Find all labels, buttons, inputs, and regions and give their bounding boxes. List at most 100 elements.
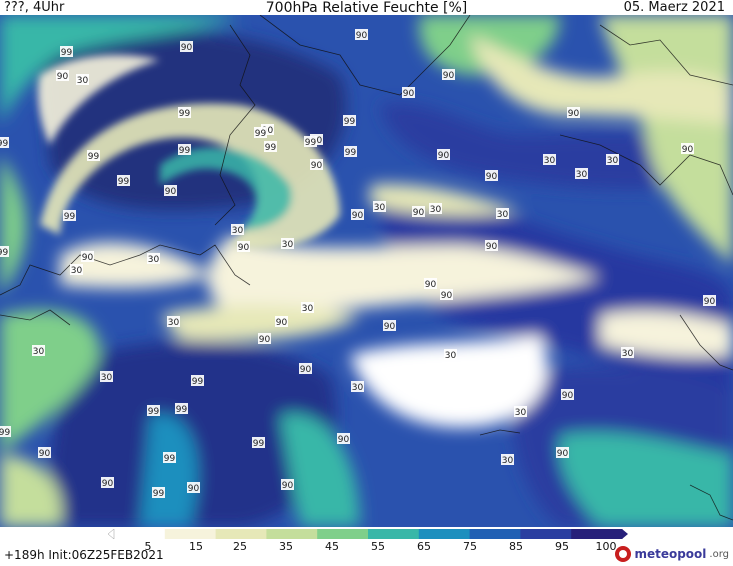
svg-text:90: 90 [562, 391, 574, 401]
contour-labels-30: 30 30 30 30 30 30 30 30 30 30 30 30 30 30 30 30 30 30 30 30 [32, 74, 634, 466]
coastlines [0, 15, 733, 521]
svg-text:90: 90 [352, 211, 364, 221]
contour-label-90: 90 [355, 29, 368, 41]
contour-label-90: 90 [310, 159, 323, 171]
svg-text:90: 90 [413, 208, 425, 218]
contour-label-90: 90 [437, 149, 450, 161]
contour-label-30: 30 [496, 208, 509, 220]
contour-label-90: 90 [81, 251, 94, 263]
contour-label-99: 99 [178, 144, 191, 156]
contour-label-99: 99 [191, 375, 204, 387]
contour-label-90: 90 [187, 482, 200, 494]
svg-text:99: 99 [192, 377, 204, 387]
svg-text:99: 99 [64, 212, 76, 222]
colorbar-tick-label: 100 [595, 540, 617, 553]
svg-text:99: 99 [176, 405, 188, 415]
contour-label-99: 99 [152, 487, 165, 499]
svg-text:30: 30 [33, 347, 45, 357]
svg-text:30: 30 [148, 255, 160, 265]
contour-label-90: 90 [56, 70, 69, 82]
contour-label-90: 90 [485, 170, 498, 182]
contour-label-30: 30 [444, 349, 457, 361]
svg-text:90: 90 [338, 435, 350, 445]
contour-label-99: 99 [264, 141, 277, 153]
colorbar-tick-label: 15 [189, 540, 203, 553]
contour-label-90: 90 [351, 209, 364, 221]
contour-label-90: 90 [402, 87, 415, 99]
svg-text:90: 90 [282, 481, 294, 491]
contour-label-30: 30 [514, 406, 527, 418]
colorbar-cell [469, 529, 521, 539]
svg-text:99: 99 [88, 152, 100, 162]
svg-text:90: 90 [682, 145, 694, 155]
colorbar-tick-label: 35 [279, 540, 293, 553]
contour-label-30: 30 [301, 302, 314, 314]
svg-text:90: 90 [300, 365, 312, 375]
svg-text:90: 90 [262, 126, 274, 136]
contour-label-30: 30 [501, 454, 514, 466]
svg-text:30: 30 [352, 383, 364, 393]
contour-label-90: 90 [101, 477, 114, 489]
contour-labels: 90 90 90 90 90 90 90 90 90 90 90 90 90 90 90 90 90 90 90 90… [0, 29, 716, 499]
svg-text:30: 30 [77, 76, 89, 86]
svg-text:99: 99 [345, 148, 357, 158]
contour-labels-99: 99 99 99 99 99 99 99 99 99 99 99 99 99 99 99 99 99 99 99 99 [0, 46, 357, 499]
svg-text:90: 90 [557, 449, 569, 459]
humidity-map: 90 90 90 90 90 90 90 90 90 90 90 90 90 90 90 90 90 90 90 90… [0, 15, 733, 527]
colorbar-cell [571, 529, 623, 539]
svg-text:99: 99 [253, 439, 265, 449]
colorbar-tick-label: 55 [371, 540, 385, 553]
svg-text:99: 99 [305, 138, 317, 148]
colorbar-cell [164, 529, 217, 539]
contour-label-30: 30 [76, 74, 89, 86]
init-time-label: +189h Init:06Z25FEB2021 [4, 548, 164, 562]
svg-text:90: 90 [39, 449, 51, 459]
colorbar-tick-label: 65 [417, 540, 431, 553]
logo-text: meteopool [634, 547, 707, 561]
contour-label-30: 30 [100, 371, 113, 383]
svg-text:99: 99 [0, 428, 10, 438]
contour-label-30: 30 [575, 168, 588, 180]
svg-text:90: 90 [259, 335, 271, 345]
contour-label-90: 90 [383, 320, 396, 332]
contour-label-30: 30 [621, 347, 634, 359]
svg-text:30: 30 [232, 226, 244, 236]
contour-label-90: 90 [164, 185, 177, 197]
svg-text:30: 30 [302, 304, 314, 314]
svg-text:90: 90 [443, 71, 455, 81]
contour-label-90: 90 [180, 41, 193, 53]
svg-text:90: 90 [165, 187, 177, 197]
svg-text:90: 90 [568, 109, 580, 119]
svg-text:90: 90 [425, 280, 437, 290]
contour-label-30: 30 [543, 154, 556, 166]
svg-text:90: 90 [181, 43, 193, 53]
contour-label-90: 90 [442, 69, 455, 81]
contour-label-30: 30 [606, 154, 619, 166]
meteopool-logo[interactable]: meteopool .org [615, 545, 729, 563]
contour-label-99: 99 [0, 246, 9, 258]
logo-suffix: .org [709, 548, 729, 560]
contour-label-90: 90 [567, 107, 580, 119]
svg-text:30: 30 [544, 156, 556, 166]
map-title: 700hPa Relative Feuchte [%] [265, 0, 468, 16]
contour-label-30: 30 [167, 316, 180, 328]
valid-time-label: ???, 4Uhr [4, 0, 65, 15]
contour-label-90: 90 [440, 289, 453, 301]
contour-label-90: 90 [412, 206, 425, 218]
svg-text:30: 30 [622, 349, 634, 359]
contour-label-90: 90 [275, 316, 288, 328]
svg-text:99: 99 [61, 48, 73, 58]
contour-label-30: 30 [373, 201, 386, 213]
svg-text:99: 99 [164, 454, 176, 464]
svg-text:99: 99 [179, 109, 191, 119]
colorbar-tick-label: 85 [509, 540, 523, 553]
contour-label-99: 99 [60, 46, 73, 58]
colorbar-tick-label: 25 [233, 540, 247, 553]
contour-label-99: 99 [178, 107, 191, 119]
svg-text:90: 90 [486, 172, 498, 182]
svg-text:90: 90 [238, 243, 250, 253]
svg-text:99: 99 [255, 129, 267, 139]
contour-label-90: 90 [281, 479, 294, 491]
svg-text:30: 30 [502, 456, 514, 466]
colorbar-cell [266, 529, 318, 539]
